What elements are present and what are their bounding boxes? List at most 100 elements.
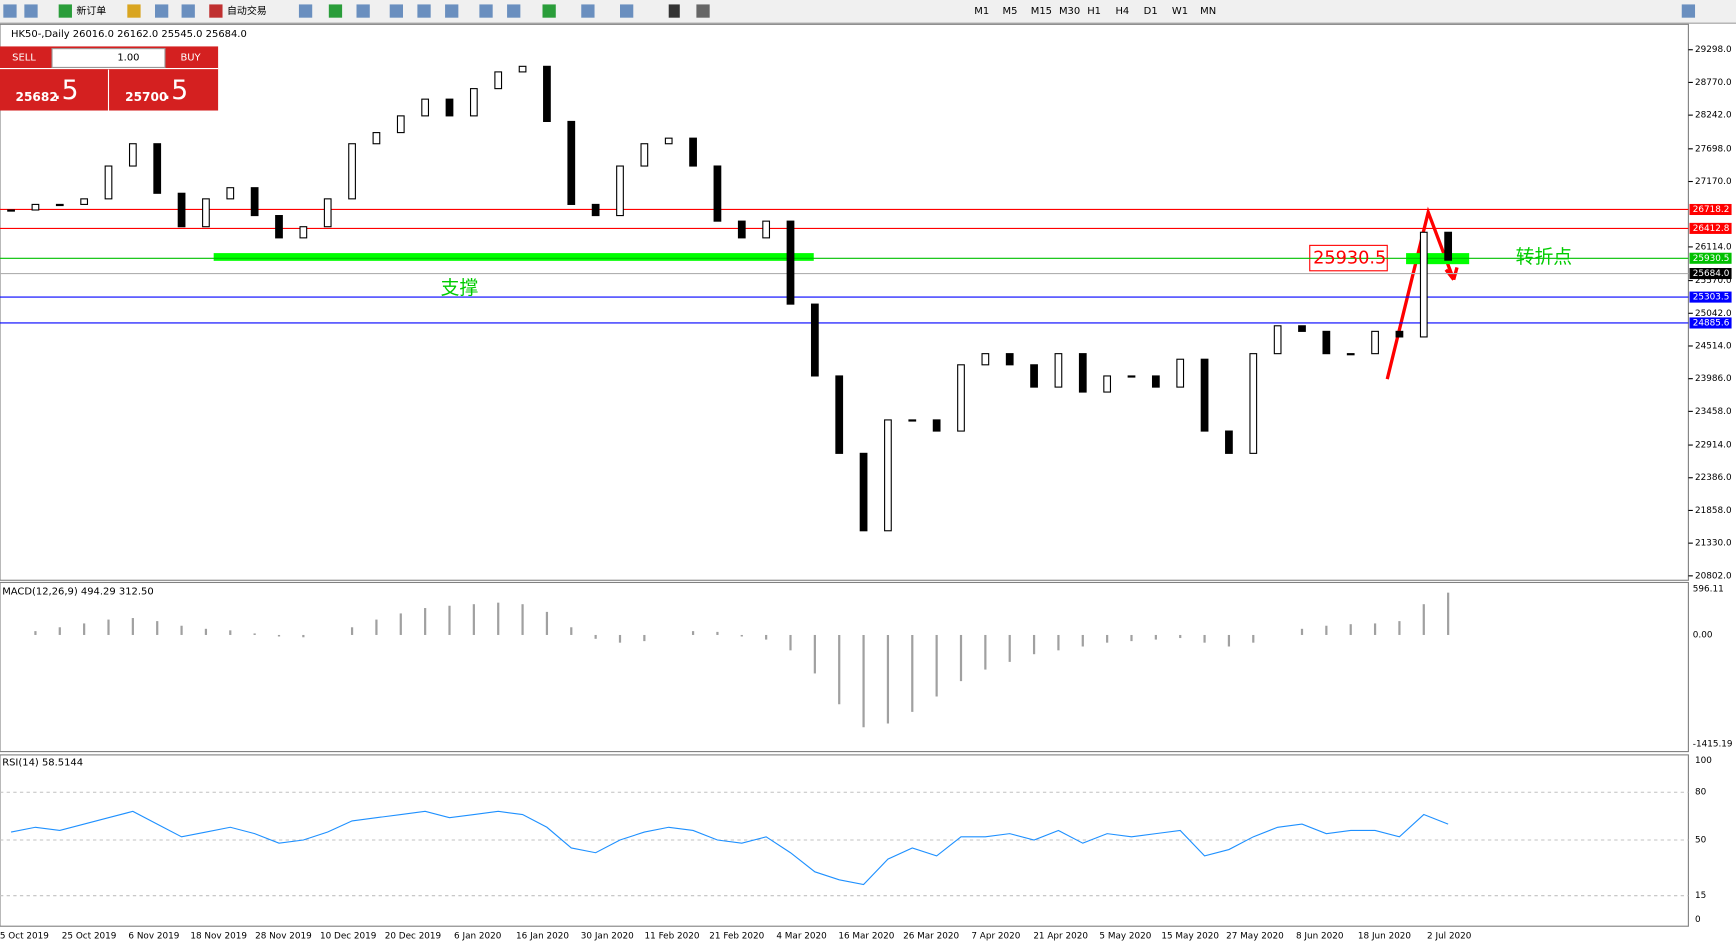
timeframe-button[interactable]: D1 xyxy=(1144,6,1158,17)
timeframe-button[interactable]: H1 xyxy=(1087,6,1101,17)
timeframe-button[interactable]: H4 xyxy=(1115,6,1129,17)
candle xyxy=(1346,353,1355,356)
annotation-price: 25930.5 xyxy=(1313,249,1386,269)
candle xyxy=(859,452,868,532)
price-tick-label: 28242.0 xyxy=(1695,111,1732,121)
icon[interactable] xyxy=(542,4,556,18)
date-label: 27 May 2020 xyxy=(1226,932,1284,942)
price-tick-label: 22386.0 xyxy=(1695,473,1732,483)
buy-button[interactable]: BUY xyxy=(180,52,201,63)
lots-input[interactable] xyxy=(51,48,166,68)
price-level-label: 25930.5 xyxy=(1693,254,1730,264)
icon[interactable] xyxy=(581,4,595,18)
date-label: 21 Feb 2020 xyxy=(709,932,764,942)
icon[interactable] xyxy=(507,4,521,18)
sell-button[interactable]: SELL xyxy=(12,52,36,63)
toolbar-button[interactable]: 自动交易 xyxy=(227,4,267,17)
icon[interactable] xyxy=(24,4,38,18)
toolbar-button[interactable]: 新订单 xyxy=(76,4,106,17)
timeframe-button[interactable]: M30 xyxy=(1059,6,1080,17)
timeframe-button[interactable]: M5 xyxy=(1003,6,1018,17)
price-tick-label: 24514.0 xyxy=(1695,341,1732,351)
candle xyxy=(1176,358,1185,388)
candle xyxy=(202,198,210,228)
macd-label: MACD(12,26,9) 494.29 312.50 xyxy=(2,586,153,597)
rsi-tick-label: 80 xyxy=(1695,788,1707,798)
price-tick-label: 25042.0 xyxy=(1695,309,1732,319)
sell-price-fraction: .5 xyxy=(53,75,78,106)
price-level-tag xyxy=(1689,291,1732,303)
candle xyxy=(177,192,186,228)
candle xyxy=(1005,353,1014,366)
timeframe-button[interactable]: MN xyxy=(1200,6,1216,17)
icon[interactable] xyxy=(696,4,710,18)
timeframe-button[interactable]: M1 xyxy=(974,6,989,17)
candle xyxy=(1419,231,1428,338)
candle xyxy=(226,187,235,200)
sell-price: 25682 xyxy=(15,90,57,104)
price-level-tag xyxy=(1689,252,1732,264)
icon[interactable] xyxy=(417,4,431,18)
candle xyxy=(1054,353,1063,388)
buy-price: 25700 xyxy=(125,90,167,104)
candle xyxy=(884,419,892,532)
annotation-support: 支撑 xyxy=(441,277,479,299)
date-label: 26 Mar 2020 xyxy=(903,932,959,942)
icon[interactable] xyxy=(3,4,17,18)
price-tick-label: 22914.0 xyxy=(1695,441,1732,451)
buy-price-fraction: .5 xyxy=(163,75,188,106)
candle xyxy=(445,98,454,117)
annotation-turning-point: 转折点 xyxy=(1516,246,1572,268)
icon[interactable] xyxy=(479,4,493,18)
icon[interactable] xyxy=(389,4,403,18)
candle xyxy=(1030,364,1038,388)
candle xyxy=(713,165,722,222)
candle xyxy=(372,132,381,145)
price-level-label: 26412.8 xyxy=(1693,224,1730,234)
macd-panel xyxy=(0,581,1689,753)
price-panel xyxy=(0,23,1689,581)
lots-value[interactable]: 1.00 xyxy=(117,52,139,63)
candle xyxy=(543,65,551,122)
candle xyxy=(1395,330,1404,338)
price-tick-label: 29298.0 xyxy=(1695,45,1732,55)
icon[interactable] xyxy=(155,4,169,18)
candle xyxy=(7,209,15,212)
timeframe-button[interactable]: W1 xyxy=(1172,6,1188,17)
price-tick-label: 21858.0 xyxy=(1695,506,1732,516)
icon[interactable] xyxy=(58,4,72,18)
icon[interactable] xyxy=(356,4,370,18)
date-label: 21 Apr 2020 xyxy=(1033,932,1088,942)
macd-tick-label: 596.11 xyxy=(1693,585,1724,595)
date-label: 6 Jan 2020 xyxy=(454,932,502,942)
candle xyxy=(153,143,162,194)
icon[interactable] xyxy=(445,4,459,18)
candle xyxy=(31,203,40,211)
icon[interactable] xyxy=(668,4,680,18)
icon[interactable] xyxy=(209,4,223,18)
candle xyxy=(810,303,819,377)
icon[interactable] xyxy=(328,4,343,18)
date-label: 10 Dec 2019 xyxy=(320,932,376,942)
price-tick-label: 21330.0 xyxy=(1695,539,1732,549)
timeframe-button[interactable]: M15 xyxy=(1031,6,1052,17)
icon[interactable] xyxy=(127,4,141,18)
icon[interactable] xyxy=(1681,4,1696,18)
price-tick-label: 25570.0 xyxy=(1695,276,1732,286)
candle xyxy=(932,419,941,432)
icon[interactable] xyxy=(620,4,634,18)
date-label: 18 Nov 2019 xyxy=(190,932,247,942)
date-label: 6 Nov 2019 xyxy=(128,932,179,942)
icon[interactable] xyxy=(298,4,313,18)
date-label: 5 Oct 2019 xyxy=(0,932,49,942)
candle xyxy=(55,203,64,207)
rsi-tick-label: 0 xyxy=(1695,915,1701,925)
candle xyxy=(518,65,527,73)
candle xyxy=(1444,231,1453,261)
candle xyxy=(1103,375,1112,393)
candle xyxy=(1298,325,1306,332)
macd-tick-label: -1415.19 xyxy=(1693,739,1733,749)
icon[interactable] xyxy=(181,4,195,18)
rsi-label: RSI(14) 58.5144 xyxy=(2,758,83,769)
